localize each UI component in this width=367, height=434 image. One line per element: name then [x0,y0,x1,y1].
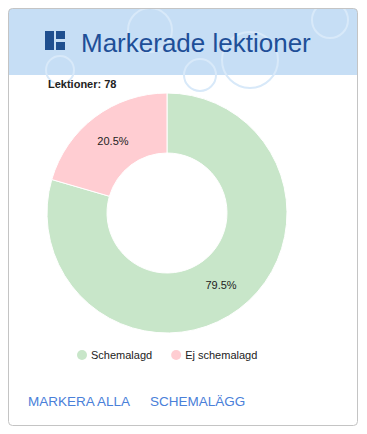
chart-title: Lektioner: 78 [48,78,116,90]
legend-label: Ej schemalagd [185,349,257,361]
data-label: 79.5% [205,279,236,291]
page: Markerade lektioner Lektioner: 78 79.5% 20.… [0,0,367,434]
icon-part [56,42,65,50]
icon-part [56,31,65,39]
data-labels: 79.5% 20.5% [97,135,236,291]
legend-swatch [171,350,181,360]
donut-slice [47,93,287,333]
plot-area [47,93,287,333]
legend-item: Schemalagd [77,349,152,361]
legend-label: Schemalagd [91,349,152,361]
card-header [9,9,358,92]
card-border [9,9,358,426]
icon-part [45,31,54,50]
header-decoration [184,59,216,91]
card-title: Markerade lektioner [81,28,311,58]
legend-swatch [77,350,87,360]
header-background [9,9,358,76]
legend: Schemalagd Ej schemalagd [77,349,257,361]
action-button[interactable]: SCHEMALÄGG [150,394,245,409]
legend-item: Ej schemalagd [171,349,257,361]
icon-bounds [45,31,65,50]
action-button[interactable]: MARKERA ALLA [28,394,130,409]
header-icon [45,31,65,50]
donut-slice [52,93,167,196]
header-decoration [312,9,348,39]
data-label: 20.5% [97,135,128,147]
